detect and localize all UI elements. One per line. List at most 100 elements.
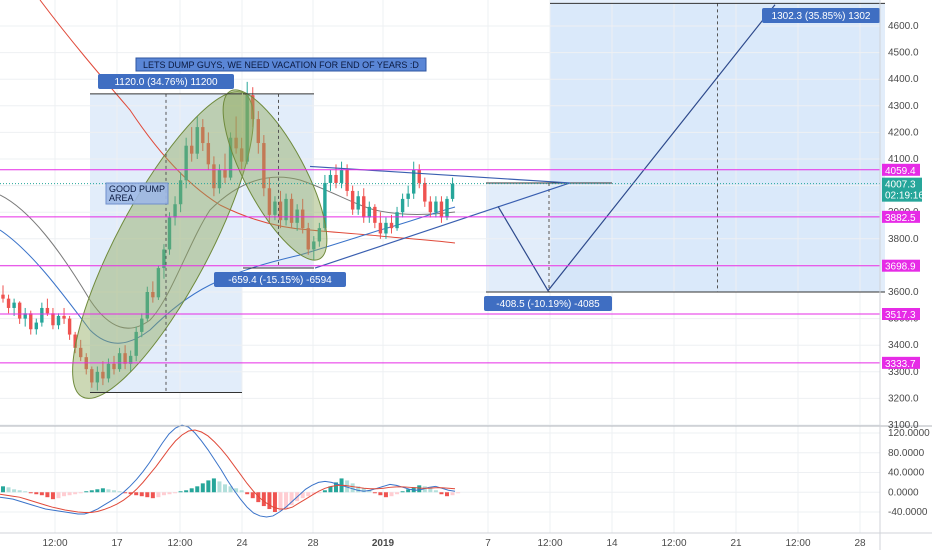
macd-histogram-bar: [167, 492, 172, 495]
candle-body: [450, 183, 455, 199]
price-tick-label: 4500.0: [888, 48, 919, 59]
candle-body: [228, 137, 233, 178]
macd-histogram-bar: [322, 490, 327, 493]
macd-histogram-bar: [95, 489, 100, 493]
macd-histogram-bar: [433, 490, 438, 493]
candle-body: [367, 206, 371, 218]
macd-histogram-bar: [211, 478, 216, 493]
candle-body: [328, 174, 333, 183]
candle-body: [317, 228, 322, 242]
candle: [201, 119, 205, 152]
macd-histogram-bar: [406, 489, 411, 493]
macd-histogram-bar: [189, 488, 194, 493]
candle: [217, 164, 222, 194]
measure-label-dump-bg: [214, 272, 346, 287]
candle-body: [212, 164, 216, 189]
candle-body: [217, 169, 222, 189]
candle-body: [245, 95, 249, 162]
candle-body: [173, 204, 177, 218]
candle-body: [417, 169, 421, 183]
candle: [267, 177, 272, 223]
macd-histogram-bar: [284, 492, 289, 509]
candle-body: [156, 268, 161, 298]
candle: [356, 190, 360, 215]
macd-histogram-bar: [256, 492, 261, 503]
candle-body: [395, 212, 399, 229]
time-tick-label: 28: [854, 538, 866, 549]
candle: [395, 206, 399, 231]
macd-histogram-bar: [67, 492, 72, 496]
candle: [73, 331, 77, 354]
time-tick-label: 21: [730, 538, 742, 549]
candle-body: [190, 145, 194, 154]
measure-label-drop: -408.5 (-10.19%) -4085: [484, 296, 612, 311]
macd-histogram-bar: [145, 492, 150, 498]
macd-histogram-bar: [28, 492, 33, 494]
candle-body: [373, 206, 377, 223]
annotation-vacation: LETS DUMP GUYS, WE NEED VACATION FOR END…: [135, 57, 427, 72]
candle-body: [123, 353, 127, 364]
candle: [339, 161, 344, 189]
macd-histogram-bar: [106, 489, 111, 493]
macd-histogram-bar: [306, 492, 311, 497]
candle: [317, 222, 322, 247]
macd-histogram-bar: [100, 488, 105, 493]
macd-histogram-bar: [112, 490, 116, 493]
candle-body: [29, 313, 33, 330]
candle-body: [128, 355, 133, 364]
candle-body: [400, 198, 405, 213]
measure-label-forecast: 1302.3 (35.85%) 1302: [762, 8, 880, 23]
macd-histogram-bar: [278, 492, 283, 512]
candle-body: [151, 292, 155, 298]
macd-histogram-bar: [117, 491, 122, 493]
macd-histogram-bar: [328, 486, 333, 493]
price-tick-label: 4300.0: [888, 101, 919, 112]
macd-histogram-bar: [195, 486, 200, 493]
price-tick-label: 4100.0: [888, 154, 919, 165]
macd-histogram-bar: [17, 490, 22, 493]
level-price-tag-text: 3698.9: [885, 262, 916, 273]
candle-body: [301, 209, 305, 229]
candle: [256, 111, 260, 154]
macd-histogram-bar: [389, 492, 394, 497]
last-price-tag-bg: [882, 177, 922, 202]
candle: [350, 185, 355, 215]
candle: [223, 153, 227, 183]
candle-body: [1, 294, 5, 299]
macd-histogram-bar: [383, 492, 388, 498]
measure-label-drop-text: -408.5 (-10.19%) -4085: [496, 299, 600, 310]
candle-body: [339, 169, 344, 183]
candle-body: [206, 143, 211, 165]
candle-body: [306, 228, 310, 250]
measure-label-forecast-text: 1302.3 (35.85%) 1302: [772, 11, 871, 22]
macd-histogram-bar: [445, 492, 449, 497]
macd-histogram-bar: [73, 492, 78, 495]
candle: [79, 339, 83, 362]
candle-body: [428, 201, 433, 213]
candle-body: [378, 222, 383, 234]
candle-body: [362, 196, 366, 218]
last-price-tag: 4007.302:19:16: [882, 177, 924, 202]
measure-label-forecast-bg: [762, 8, 880, 23]
macd-histogram-bar: [223, 484, 227, 493]
candle: [417, 164, 421, 189]
macd-histogram-bar: [250, 492, 255, 499]
macd-histogram-bar: [361, 488, 366, 493]
candle-body: [23, 313, 27, 319]
candle: [328, 169, 333, 191]
macd-tick-label: 0.0000: [888, 487, 919, 498]
level-price-tag: 3517.3: [882, 307, 920, 321]
macd-line: [0, 424, 456, 518]
candle-body: [334, 174, 338, 183]
macd-histogram-bar: [217, 481, 222, 493]
candle-body: [262, 143, 266, 189]
candle-body: [384, 222, 388, 234]
macd-histogram-bar: [272, 492, 277, 512]
candle-body: [256, 119, 260, 144]
price-tick-label: 3100.0: [888, 420, 919, 431]
candle: [95, 366, 100, 391]
candle: [1, 285, 5, 303]
candle-body: [439, 201, 444, 218]
annotation-vacation-bg: [135, 57, 427, 72]
